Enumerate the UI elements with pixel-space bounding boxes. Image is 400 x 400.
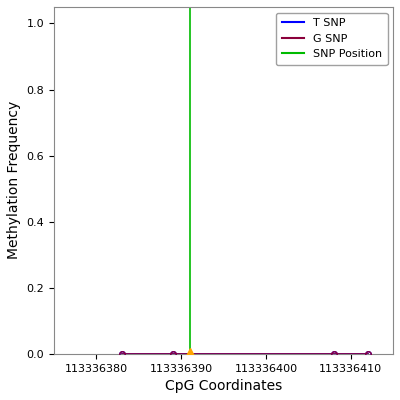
X-axis label: CpG Coordinates: CpG Coordinates <box>165 379 282 393</box>
Legend: T SNP, G SNP, SNP Position: T SNP, G SNP, SNP Position <box>276 12 388 65</box>
Y-axis label: Methylation Frequency: Methylation Frequency <box>7 101 21 260</box>
